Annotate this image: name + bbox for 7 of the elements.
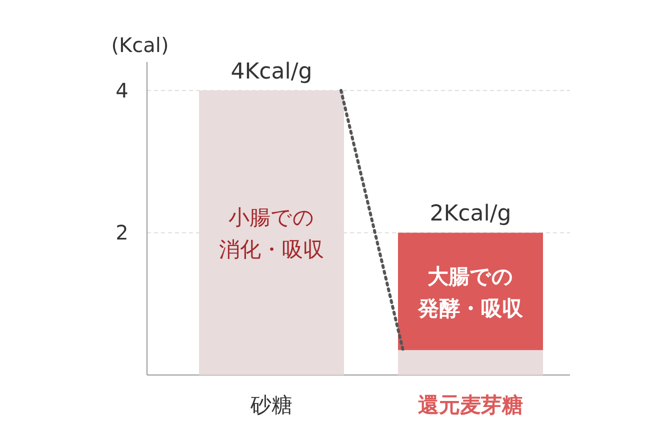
- total-label: 4Kcal/g: [230, 59, 312, 84]
- x-tick-label: 還元麦芽糖: [418, 393, 523, 417]
- y-axis-title: (Kcal): [111, 33, 169, 57]
- x-tick-label: 砂糖: [250, 393, 292, 417]
- series-label: 大腸での発酵・吸収: [417, 264, 524, 320]
- total-label: 2Kcal/g: [430, 202, 512, 227]
- series-label: 小腸での消化・吸収: [219, 206, 324, 262]
